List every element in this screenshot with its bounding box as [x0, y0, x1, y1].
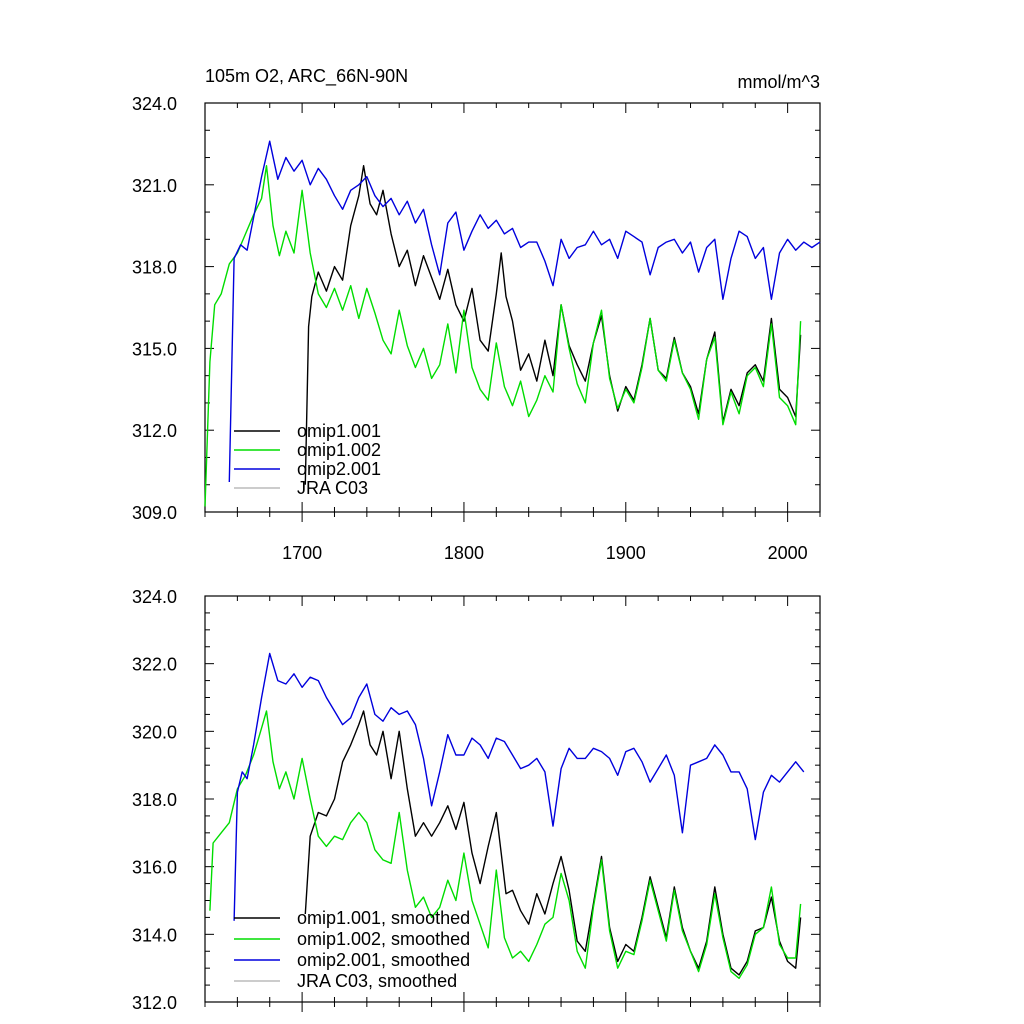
x-tick-label: 1700: [282, 543, 322, 563]
bottom-panel: 312.0 314.0 316.0 318.0 320.0 322.0 324.0 omip1…: [132, 587, 821, 1013]
legend-label: omip1.001, smoothed: [297, 908, 470, 928]
legend-label: JRA C03: [297, 478, 368, 498]
y-tick-label: 318.0: [132, 258, 177, 278]
y-tick-label: 312.0: [132, 421, 177, 441]
y-tick-label: 314.0: [132, 925, 177, 945]
series-line-omip2-001-smoothed: [233, 652, 805, 921]
y-tick-label: 324.0: [132, 94, 177, 114]
x-tick-label: 1800: [444, 543, 484, 563]
legend-label: omip2.001: [297, 459, 381, 479]
y-tick-label: 320.0: [132, 722, 177, 742]
y-tick-label: 309.0: [132, 503, 177, 523]
legend-label: omip2.001, smoothed: [297, 950, 470, 970]
legend-label: JRA C03, smoothed: [297, 971, 457, 991]
x-tick-label: 2000: [768, 543, 808, 563]
series-line-omip2-001: [228, 140, 821, 483]
series-line-omip1-002: [204, 164, 802, 507]
y-tick-label: 318.0: [132, 790, 177, 810]
legend-label: omip1.001: [297, 421, 381, 441]
plot-frame: [204, 102, 821, 513]
y-tick-label: 315.0: [132, 339, 177, 359]
y-tick-label: 324.0: [132, 587, 177, 607]
x-tick-label: 1900: [606, 543, 646, 563]
y-tick-label: 316.0: [132, 858, 177, 878]
y-tick-label: 321.0: [132, 176, 177, 196]
y-tick-label: 322.0: [132, 655, 177, 675]
top-panel: 309.0 312.0 315.0 318.0 321.0 324.0 1700 1800 19…: [132, 66, 821, 563]
chart-title: 105m O2, ARC_66N-90N: [205, 66, 408, 87]
series-line-omip1-002-smoothed: [209, 710, 802, 979]
y-tick-label: 312.0: [132, 993, 177, 1013]
series-line-omip1-001-smoothed: [304, 710, 802, 976]
legend-label: omip1.002, smoothed: [297, 929, 470, 949]
legend-label: omip1.002: [297, 440, 381, 460]
chart-units: mmol/m^3: [738, 72, 820, 92]
